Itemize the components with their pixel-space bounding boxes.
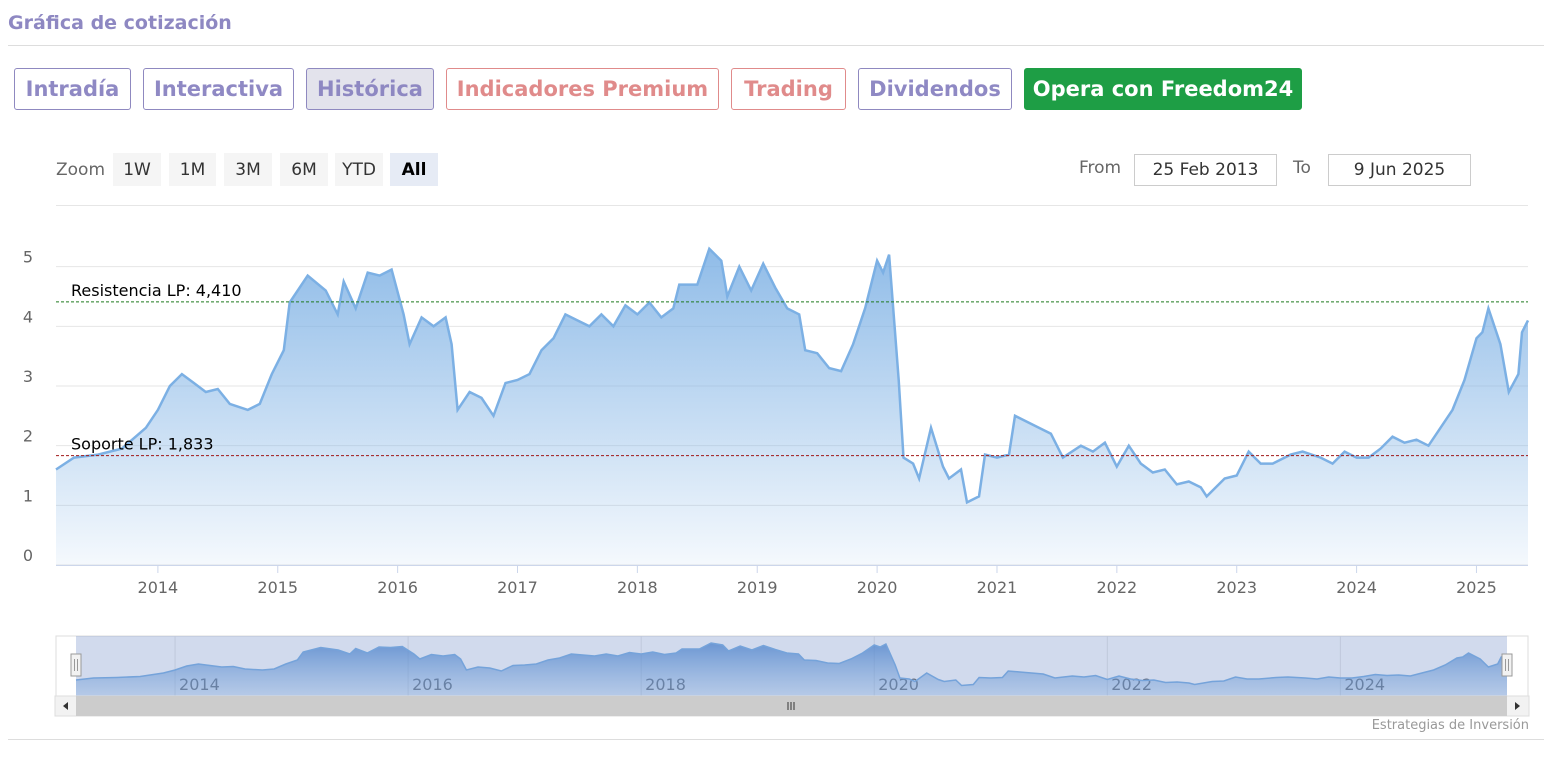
line — [55, 246, 1530, 505]
zoom-label: Zoom — [56, 160, 106, 180]
zoom-button[interactable]: YTD — [335, 153, 383, 186]
credit: Estrategias de Inversión — [1371, 718, 1529, 733]
x-tick-label: 2015 — [257, 578, 298, 597]
y-tick-label: 4 — [23, 307, 33, 326]
handle-grip — [1505, 659, 1509, 671]
page-title: Gráfica de cotización — [8, 12, 232, 34]
x-tick-label: 2020 — [857, 578, 898, 597]
scrollbar-grip — [787, 702, 795, 710]
navigator-area — [76, 643, 1507, 696]
to-label: To — [1293, 158, 1311, 178]
x-tick-label: 2022 — [1096, 578, 1137, 597]
tab[interactable]: Trading — [731, 68, 846, 110]
zoom-button[interactable]: All — [390, 153, 438, 186]
zoom-button[interactable]: 6M — [280, 153, 328, 186]
y-tick-label: 2 — [23, 427, 33, 446]
from-label: From — [1079, 158, 1122, 178]
x-tick-label: 2023 — [1216, 578, 1257, 597]
x-tick-label: 2019 — [737, 578, 778, 597]
divider — [8, 739, 1544, 740]
tab[interactable]: Opera con Freedom24 — [1024, 68, 1302, 110]
tab[interactable]: Interactiva — [143, 68, 294, 110]
x-tick-label: 2014 — [138, 578, 179, 597]
tab[interactable]: Intradía — [14, 68, 131, 110]
tab[interactable]: Histórica — [306, 68, 434, 110]
zoom-button[interactable]: 1M — [169, 153, 216, 186]
x-tick-label: 2021 — [977, 578, 1018, 597]
handle-grip — [74, 659, 78, 671]
navigator: 201420162018202020222024 — [54, 635, 1530, 717]
x-tick-label: 2017 — [497, 578, 538, 597]
plot-line-label: Soporte LP: 1,833 — [71, 435, 214, 454]
zoom-button[interactable]: 3M — [224, 153, 272, 186]
plot-line-label: Resistencia LP: 4,410 — [71, 281, 242, 300]
navigator-mask — [76, 636, 1507, 696]
tab[interactable]: Indicadores Premium — [446, 68, 719, 110]
x-tick-label: 2025 — [1456, 578, 1497, 597]
zoom-button[interactable]: 1W — [113, 153, 161, 186]
x-tick-label: 2018 — [617, 578, 658, 597]
y-tick-label: 0 — [23, 546, 33, 565]
to-input[interactable]: 9 Jun 2025 — [1328, 154, 1471, 186]
from-input[interactable]: 25 Feb 2013 — [1134, 154, 1277, 186]
x-tick-label: 2024 — [1336, 578, 1377, 597]
y-tick-label: 5 — [23, 248, 33, 267]
divider — [8, 45, 1544, 46]
y-tick-label: 3 — [23, 367, 33, 386]
navigator-line — [75, 642, 1508, 687]
area — [56, 248, 1528, 566]
navigator-handle[interactable] — [1501, 653, 1513, 677]
y-tick-label: 1 — [23, 486, 33, 505]
navigator-handle[interactable] — [70, 653, 82, 677]
tab[interactable]: Dividendos — [858, 68, 1012, 110]
x-tick-label: 2016 — [377, 578, 418, 597]
